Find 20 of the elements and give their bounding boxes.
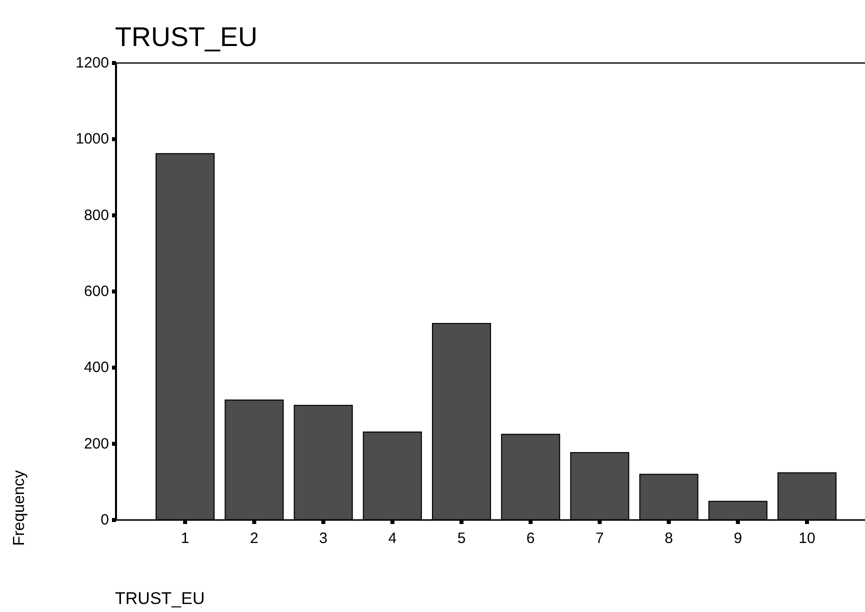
x-tick-label: 3 [319,530,328,547]
y-tick-label: 800 [84,206,109,224]
x-tick-label: 7 [596,530,604,547]
y-tick-label: 1000 [76,130,109,148]
x-axis-title: TRUST_EU [115,589,205,608]
x-tick-label: 1 [180,530,190,547]
y-tick-label: 600 [84,283,109,300]
x-tick-label: 10 [798,530,816,547]
x-tick-label: 4 [388,530,397,547]
x-tick-label: 9 [734,530,742,547]
y-tick-label: 0 [100,512,109,528]
chart-title: TRUST_EU [115,22,258,52]
x-tick-label: 2 [250,530,258,547]
x-tick-label: 5 [457,530,466,547]
y-tick-label: 400 [84,359,109,376]
x-tick-label: 6 [526,530,535,547]
y-tick-label: 1200 [76,54,109,72]
x-tick-label: 8 [664,530,673,547]
y-axis-title: Frequency [11,470,28,546]
y-tick-label: 200 [84,435,109,452]
